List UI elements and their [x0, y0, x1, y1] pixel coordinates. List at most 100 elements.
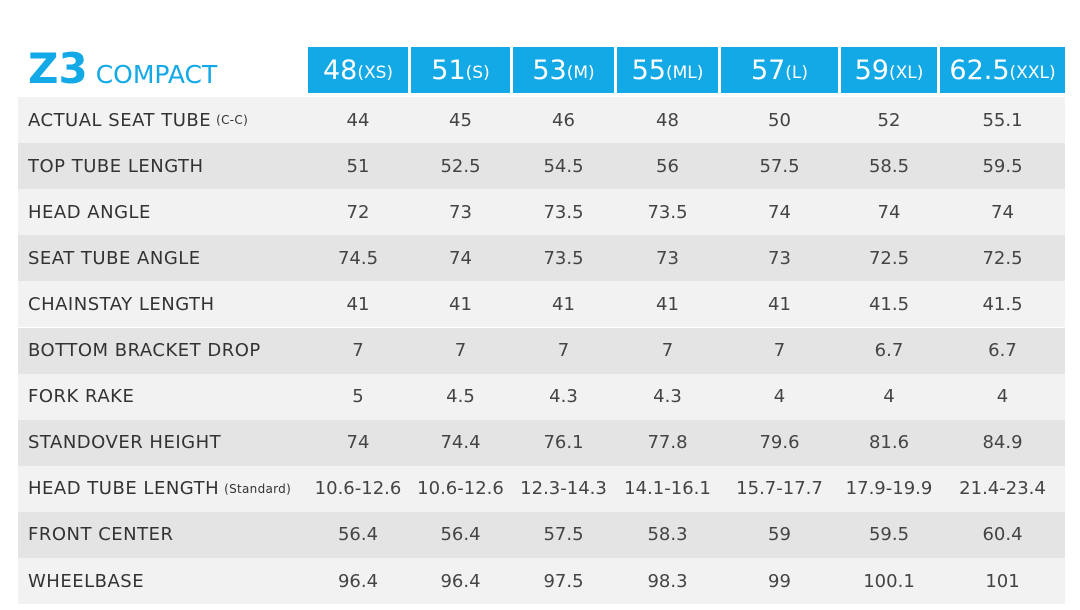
- label-text: HEAD TUBE LENGTH: [28, 478, 220, 500]
- cell-value: 56.4: [337, 524, 379, 546]
- row-background: [18, 281, 1065, 328]
- row-label: HEAD TUBE LENGTH (Standard): [28, 466, 291, 512]
- size-label: (ML): [665, 63, 704, 83]
- size-label: (XL): [888, 63, 924, 83]
- cell-value: 55.1: [982, 109, 1023, 131]
- label-text: WHEELBASE: [28, 570, 145, 592]
- cell-value: 4.5: [446, 386, 475, 408]
- cell-value: 97.5: [543, 570, 584, 592]
- cell-value: 74.4: [440, 432, 481, 454]
- row-background: [18, 235, 1065, 282]
- label-text: ACTUAL SEAT TUBE: [28, 109, 212, 131]
- size-label: (XS): [357, 63, 394, 83]
- cell-value: 7: [454, 340, 467, 361]
- row-label: CHAINSTAY LENGTH: [28, 281, 215, 327]
- cell-value: 74: [346, 432, 370, 454]
- size-number: 51: [431, 54, 466, 86]
- cell-value: 7: [773, 340, 786, 361]
- row-background: [18, 189, 1065, 236]
- model-name: Z3: [28, 44, 88, 93]
- cell-value: 74: [768, 201, 791, 223]
- model-variant: COMPACT: [95, 60, 218, 89]
- row-label: TOP TUBE LENGTH: [28, 143, 204, 189]
- row-background: [18, 373, 1065, 420]
- row-background: [18, 97, 1065, 143]
- size-label: (M): [566, 63, 595, 83]
- cell-value: 57.5: [543, 524, 584, 546]
- column-header: 53 (M): [513, 47, 614, 93]
- cell-value: 41: [449, 293, 472, 315]
- size-number: 62.5: [949, 54, 1010, 86]
- label-text: CHAINSTAY LENGTH: [28, 293, 215, 315]
- cell-value: 77.8: [647, 432, 688, 454]
- row-label: HEAD ANGLE: [28, 189, 151, 235]
- cell-value: 100.1: [863, 570, 915, 592]
- size-label: (XXL): [1009, 63, 1056, 83]
- label-text: FRONT CENTER: [28, 524, 174, 546]
- cell-value: 84.9: [982, 432, 1023, 454]
- size-number: 55: [631, 54, 666, 86]
- column-header: 55 (ML): [617, 47, 718, 93]
- label-note: (C-C): [216, 113, 249, 127]
- cell-value: 96.4: [440, 570, 481, 592]
- cell-value: 98.3: [647, 570, 688, 592]
- cell-value: 4.3: [653, 386, 682, 408]
- row-label: STANDOVER HEIGHT: [28, 420, 221, 466]
- cell-value: 41: [768, 293, 791, 315]
- cell-value: 56.4: [440, 524, 481, 546]
- cell-value: 52.5: [440, 155, 481, 177]
- cell-value: 21.4-23.4: [959, 478, 1046, 500]
- cell-value: 4: [996, 386, 1009, 408]
- cell-value: 14.1-16.1: [624, 478, 711, 500]
- column-header: 48 (XS): [308, 47, 408, 93]
- row-label: FORK RAKE: [28, 374, 134, 420]
- cell-value: 73: [768, 247, 791, 269]
- cell-value: 46: [552, 109, 575, 131]
- cell-value: 15.7-17.7: [736, 478, 823, 500]
- cell-value: 4.3: [549, 386, 578, 408]
- column-header: 59 (XL): [841, 47, 937, 93]
- size-number: 59: [854, 54, 889, 86]
- row-label: BOTTOM BRACKET DROP: [28, 328, 261, 374]
- row-background: [18, 511, 1065, 558]
- cell-value: 41: [346, 293, 370, 315]
- cell-value: 59.5: [868, 524, 910, 546]
- cell-value: 79.6: [759, 432, 800, 454]
- cell-value: 58.3: [647, 524, 688, 546]
- row-label: WHEELBASE: [28, 558, 144, 604]
- cell-value: 41.5: [868, 293, 910, 315]
- row-background: [18, 419, 1065, 466]
- cell-value: 54.5: [543, 155, 584, 177]
- cell-value: 10.6-12.6: [314, 478, 402, 500]
- cell-value: 6.7: [874, 340, 904, 361]
- cell-value: 73.5: [543, 201, 584, 223]
- cell-value: 17.9-19.9: [845, 478, 933, 500]
- cell-value: 7: [352, 340, 364, 361]
- cell-value: 74.5: [337, 247, 379, 269]
- cell-value: 44: [346, 109, 370, 131]
- size-number: 48: [322, 54, 358, 86]
- cell-value: 10.6-12.6: [417, 478, 504, 500]
- row-background: [18, 558, 1065, 604]
- column-header: 57 (L): [721, 47, 838, 93]
- label-text: SEAT TUBE ANGLE: [28, 247, 201, 269]
- cell-value: 60.4: [982, 524, 1023, 546]
- cell-value: 12.3-14.3: [520, 478, 607, 500]
- size-label: (S): [465, 63, 490, 83]
- cell-value: 73.5: [647, 201, 688, 223]
- row-background: [18, 143, 1065, 190]
- cell-value: 57.5: [759, 155, 800, 177]
- cell-value: 52: [877, 109, 901, 131]
- cell-value: 7: [661, 340, 674, 361]
- row-background: [18, 327, 1065, 374]
- cell-value: 59.5: [982, 155, 1023, 177]
- row-label: FRONT CENTER: [28, 512, 174, 558]
- cell-value: 101: [985, 570, 1020, 592]
- cell-value: 7: [557, 340, 570, 361]
- cell-value: 4: [883, 386, 895, 408]
- cell-value: 73: [656, 247, 679, 269]
- label-text: STANDOVER HEIGHT: [28, 432, 222, 454]
- title: Z3 COMPACT: [28, 42, 217, 96]
- size-number: 57: [750, 54, 786, 86]
